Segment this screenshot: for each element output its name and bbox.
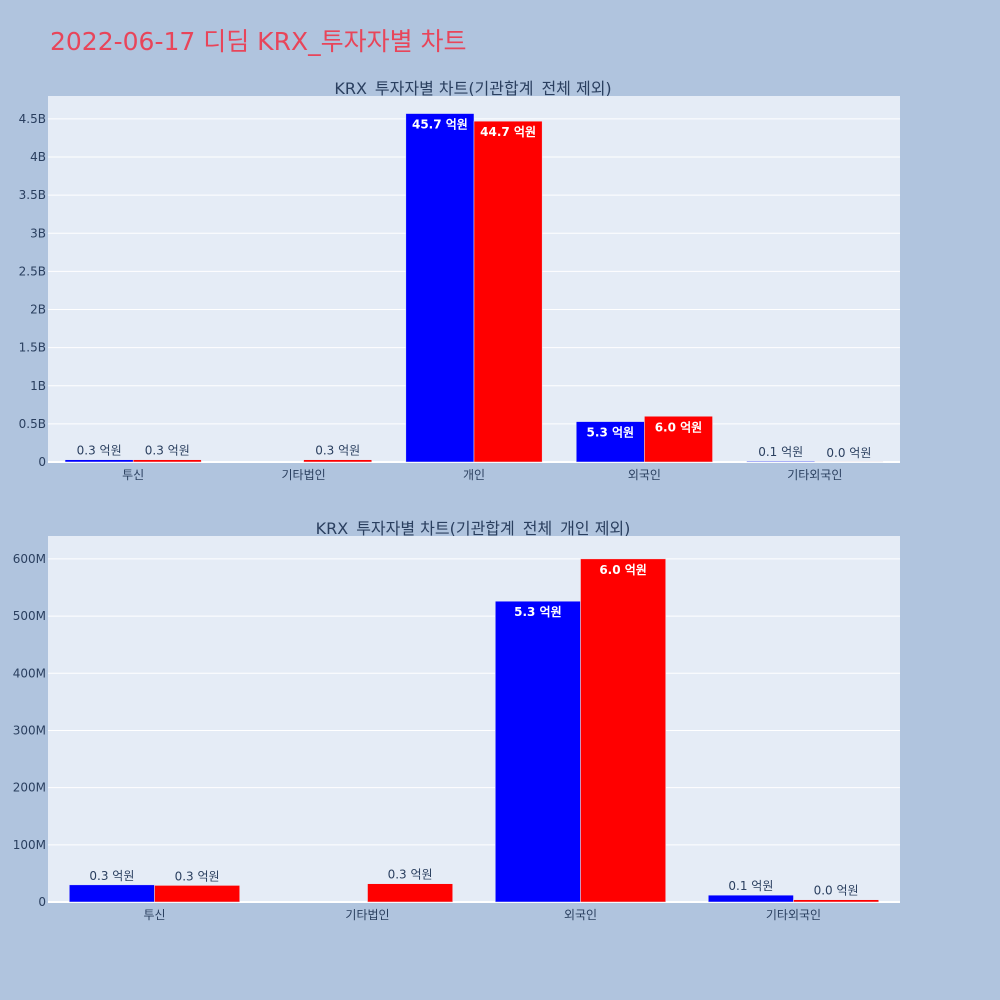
bar-sell	[793, 899, 879, 903]
bar-buy	[64, 459, 134, 463]
bar-sell	[154, 885, 240, 903]
y-tick-label: 4B	[30, 150, 46, 164]
y-tick-label: 100M	[13, 838, 46, 852]
chart-investor-excluding-institutions: KRX_투자자별 차트(기관합계_전체 제외) 0 0.5B 1B 1.5B 2B 2.5B…	[19, 79, 900, 482]
bar-sell	[367, 883, 453, 903]
bar-buy	[746, 460, 816, 463]
y-tick-label: 200M	[13, 781, 46, 795]
bar-value-label: 0.1 억원	[758, 445, 803, 459]
x-tick-label: 외국인	[628, 468, 661, 482]
y-tick-label: 300M	[13, 723, 46, 737]
x-tick-label: 투신	[143, 908, 165, 922]
bar-value-label: 0.3 억원	[175, 869, 220, 883]
y-tick-label: 0	[38, 895, 46, 909]
y-tick-label: 3B	[30, 226, 46, 240]
bar-value-label: 0.3 억원	[145, 444, 190, 458]
bar-value-label: 0.3 억원	[89, 869, 134, 883]
bar-value-label: 0.3 억원	[77, 444, 122, 458]
bar-value-label: 0.3 억원	[388, 868, 433, 882]
chart-investor-excluding-institutions-and-individuals: KRX_투자자별 차트(기관합계_전체_개인 제외) 0 100M 200M 300M 4…	[13, 519, 900, 922]
y-tick-label: 400M	[13, 666, 46, 680]
y-tick-label: 1.5B	[19, 341, 46, 355]
bar-value-label: 6.0 억원	[599, 563, 647, 577]
bar-buy	[708, 894, 794, 903]
plot-area	[48, 536, 900, 902]
bar-buy	[69, 884, 155, 903]
bar-buy	[575, 421, 645, 463]
x-tick-label: 투신	[122, 468, 144, 482]
bar-value-label: 0.1 억원	[728, 879, 773, 893]
y-tick-label: 500M	[13, 609, 46, 623]
bar-value-label: 0.0 억원	[814, 884, 859, 898]
y-tick-label: 0	[38, 455, 46, 469]
bar-value-label: 0.3 억원	[315, 444, 360, 458]
chart-title: KRX_투자자별 차트(기관합계_전체 제외)	[334, 79, 611, 99]
x-tick-label: 기타법인	[345, 908, 389, 922]
x-tick-label: 개인	[463, 468, 485, 482]
bar-value-label: 44.7 억원	[480, 125, 536, 139]
x-tick-label: 외국인	[564, 908, 597, 922]
bar-value-label: 5.3 억원	[514, 605, 562, 619]
bar-sell	[644, 416, 713, 463]
y-tick-label: 2B	[30, 303, 46, 317]
bar-sell	[580, 558, 666, 903]
y-tick-label: 1B	[30, 379, 46, 393]
bar-value-label: 45.7 억원	[412, 118, 468, 132]
y-tick-label: 600M	[13, 552, 46, 566]
bar-value-label: 0.0 억원	[826, 446, 871, 460]
x-tick-label: 기타외국인	[766, 908, 821, 922]
bar-sell	[132, 459, 202, 463]
bar-sell	[473, 120, 543, 463]
bar-buy	[405, 113, 475, 463]
bar-sell	[303, 459, 373, 463]
bar-buy	[495, 600, 581, 903]
bar-value-label: 5.3 억원	[587, 426, 635, 440]
y-tick-label: 3.5B	[19, 188, 46, 202]
x-tick-label: 기타법인	[282, 468, 326, 482]
page-title: 2022-06-17 디딤 KRX_투자자별 차트	[50, 27, 467, 56]
chart-title: KRX_투자자별 차트(기관합계_전체_개인 제외)	[316, 519, 631, 539]
y-tick-label: 2.5B	[19, 264, 46, 278]
bar-value-label: 6.0 억원	[655, 420, 703, 434]
y-tick-label: 4.5B	[19, 112, 46, 126]
x-tick-label: 기타외국인	[787, 468, 842, 482]
y-tick-label: 0.5B	[19, 417, 46, 431]
